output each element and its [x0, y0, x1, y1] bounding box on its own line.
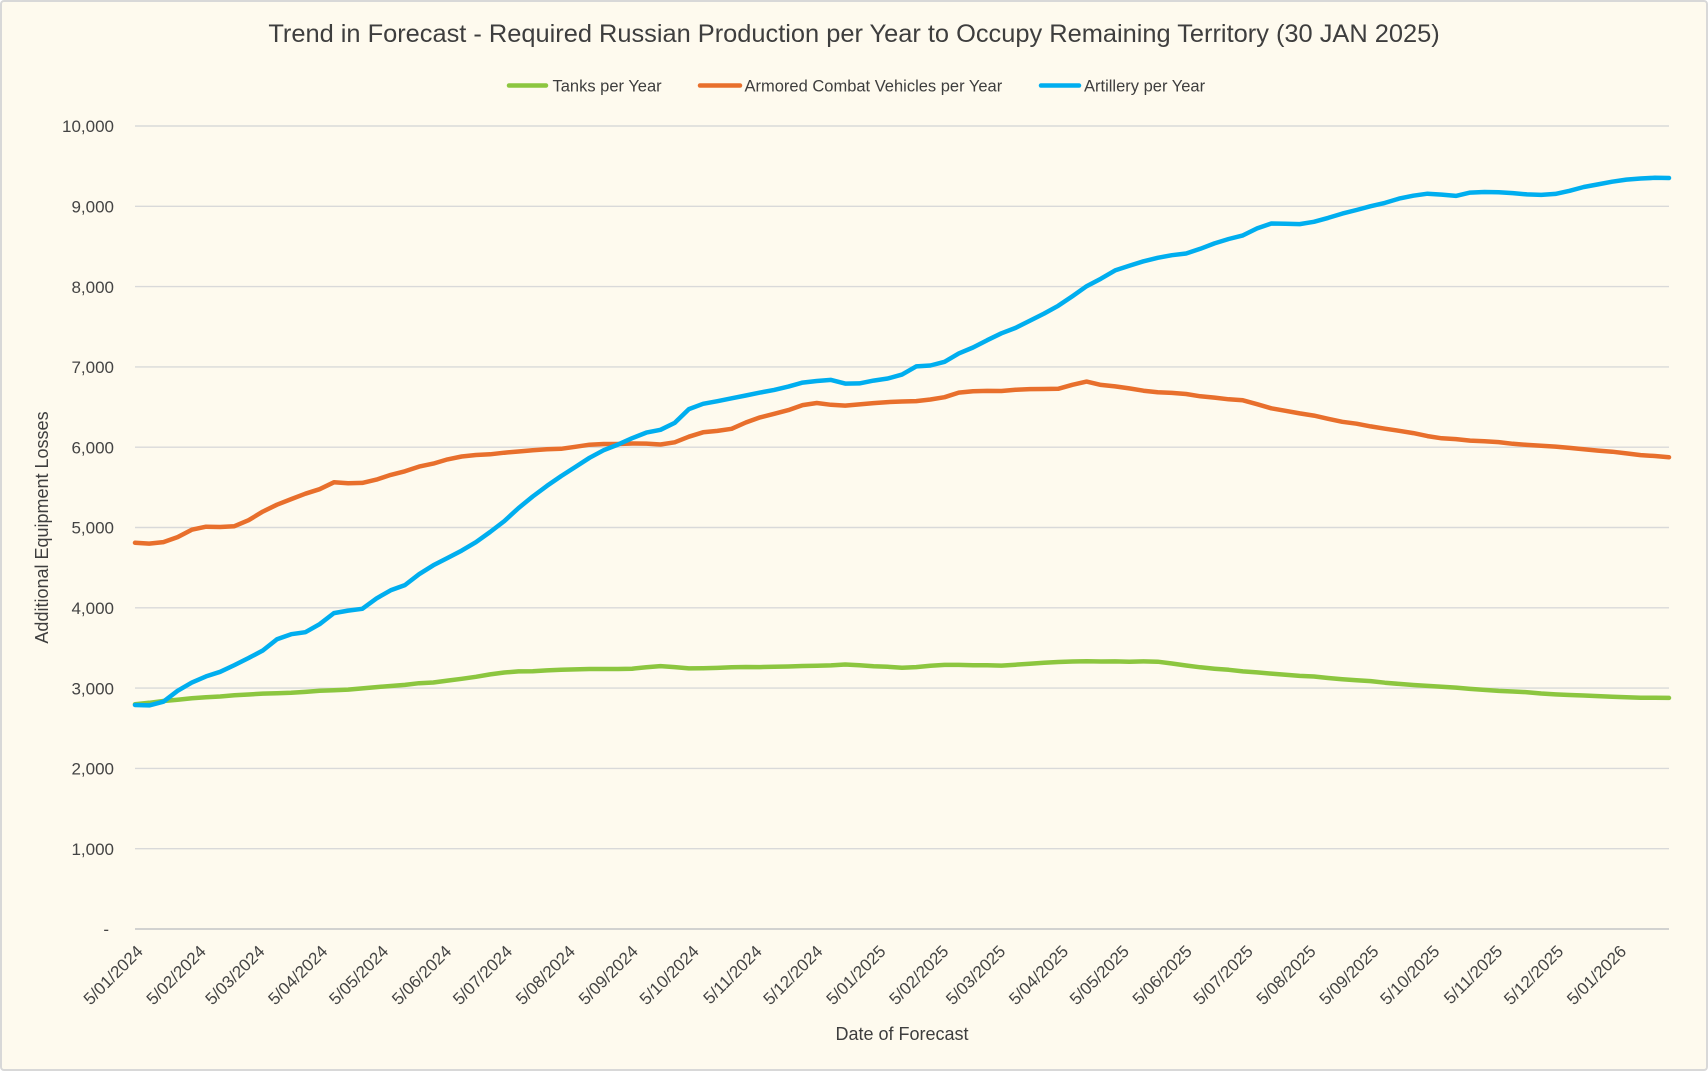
svg-text:-: - — [103, 920, 109, 939]
svg-text:Trend in Forecast - Required R: Trend in Forecast - Required Russian Pro… — [268, 20, 1439, 48]
svg-text:1,000: 1,000 — [71, 840, 114, 859]
svg-text:Artillery per Year: Artillery per Year — [1084, 78, 1206, 96]
svg-text:5,000: 5,000 — [71, 519, 114, 538]
svg-text:3,000: 3,000 — [71, 679, 114, 698]
svg-text:4,000: 4,000 — [71, 599, 114, 618]
svg-text:2,000: 2,000 — [71, 760, 114, 779]
svg-text:6,000: 6,000 — [71, 438, 114, 457]
svg-text:8,000: 8,000 — [71, 278, 114, 297]
svg-text:Tanks per Year: Tanks per Year — [553, 78, 663, 96]
svg-text:7,000: 7,000 — [71, 358, 114, 377]
svg-text:Date of Forecast: Date of Forecast — [835, 1024, 968, 1044]
svg-text:10,000: 10,000 — [62, 117, 114, 136]
svg-text:Armored Combat Vehicles per Ye: Armored Combat Vehicles per Year — [745, 78, 1003, 96]
svg-text:Additional Equipment Losses: Additional Equipment Losses — [32, 411, 52, 643]
svg-text:9,000: 9,000 — [71, 198, 114, 217]
